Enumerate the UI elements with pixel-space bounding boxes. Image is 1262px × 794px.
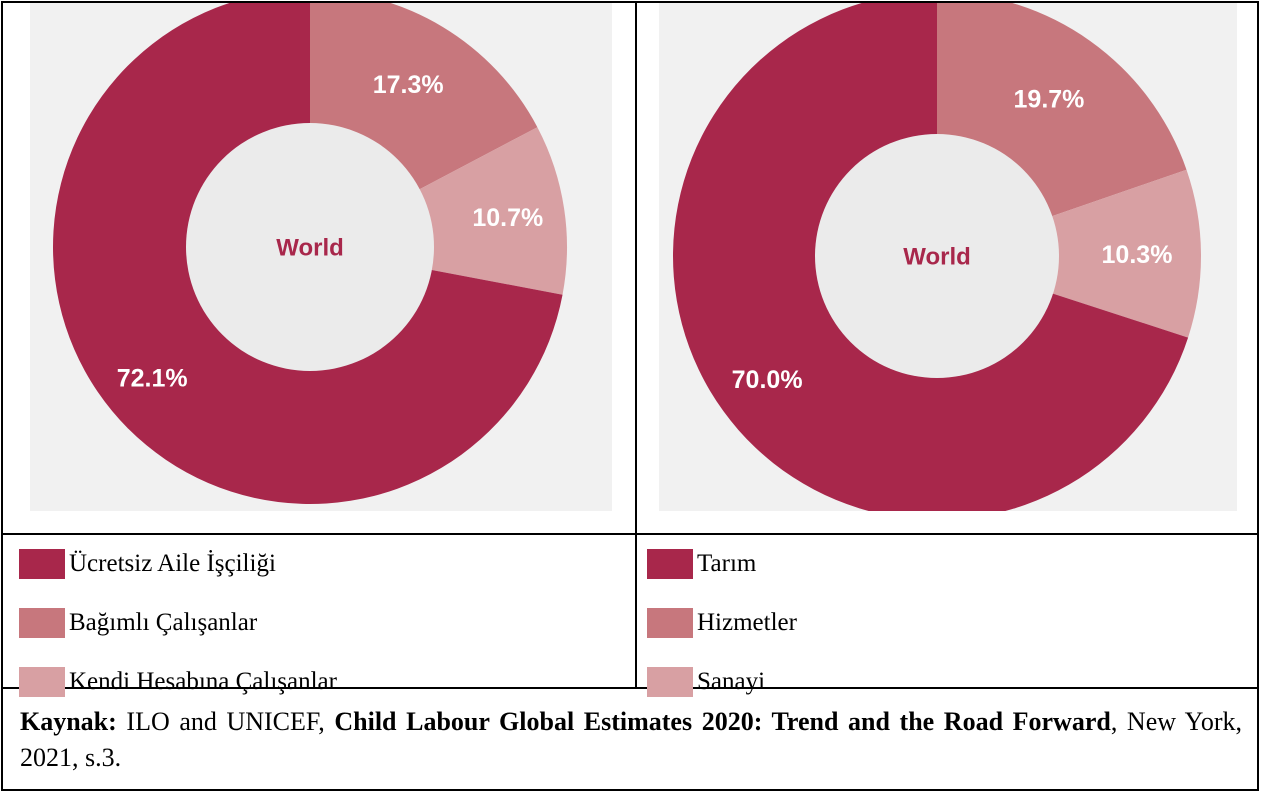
legend-item: Kendi Hesabına Çalışanlar	[19, 662, 337, 702]
source-prefix: Kaynak:	[20, 707, 117, 736]
column-divider	[635, 1, 637, 689]
slice-value-label: 72.1%	[117, 365, 188, 393]
row-divider-charts	[1, 533, 1259, 535]
center-label: World	[903, 243, 971, 270]
legend-label: Kendi Hesabına Çalışanlar	[69, 668, 337, 695]
legend-item: Sanayi	[647, 662, 765, 702]
legend-item: Bağımlı Çalışanlar	[19, 603, 257, 643]
legend-swatch	[647, 549, 693, 579]
slice-value-label: 10.3%	[1102, 241, 1173, 269]
donut-chart-sector: 19.7% 10.3% 70.0% World	[673, 3, 1201, 511]
chart-panel-left: 17.3% 10.7% 72.1% World	[30, 3, 612, 511]
legend-label: Ücretsiz Aile İşçiliği	[69, 550, 276, 577]
donut-chart-employment-status: 17.3% 10.7% 72.1% World	[53, 3, 567, 504]
legend-label: Hizmetler	[697, 609, 797, 636]
legend-item: Tarım	[647, 544, 756, 584]
legend-item: Ücretsiz Aile İşçiliği	[19, 544, 276, 584]
source-authors: ILO and UNICEF,	[116, 707, 335, 736]
legend-item: Hizmetler	[647, 603, 797, 643]
legend-label: Sanayi	[697, 668, 766, 695]
legend-swatch	[19, 549, 65, 579]
chart-panel-right: 19.7% 10.3% 70.0% World	[659, 3, 1237, 511]
slice-value-label: 70.0%	[732, 366, 803, 394]
source-details: , New York, 2021, s.3.	[20, 707, 1242, 772]
legend-swatch	[647, 667, 693, 697]
donut-hole	[186, 123, 434, 371]
legend-swatch	[647, 608, 693, 638]
donut-hole	[815, 134, 1059, 378]
slice-value-label: 19.7%	[1014, 86, 1085, 114]
source-title: Child Labour Global Estimates 2020: Tren…	[334, 707, 1111, 736]
legend-swatch	[19, 608, 65, 638]
source-citation: Kaynak: ILO and UNICEF, Child Labour Glo…	[20, 704, 1242, 776]
pie-slice	[937, 169, 1201, 338]
slice-value-label: 10.7%	[472, 204, 543, 232]
slice-value-label: 17.3%	[373, 71, 444, 99]
center-label: World	[276, 234, 344, 261]
legend-swatch	[19, 667, 65, 697]
legend-label: Tarım	[697, 550, 757, 577]
row-divider-source	[1, 687, 1259, 689]
legend-label: Bağımlı Çalışanlar	[69, 609, 258, 636]
